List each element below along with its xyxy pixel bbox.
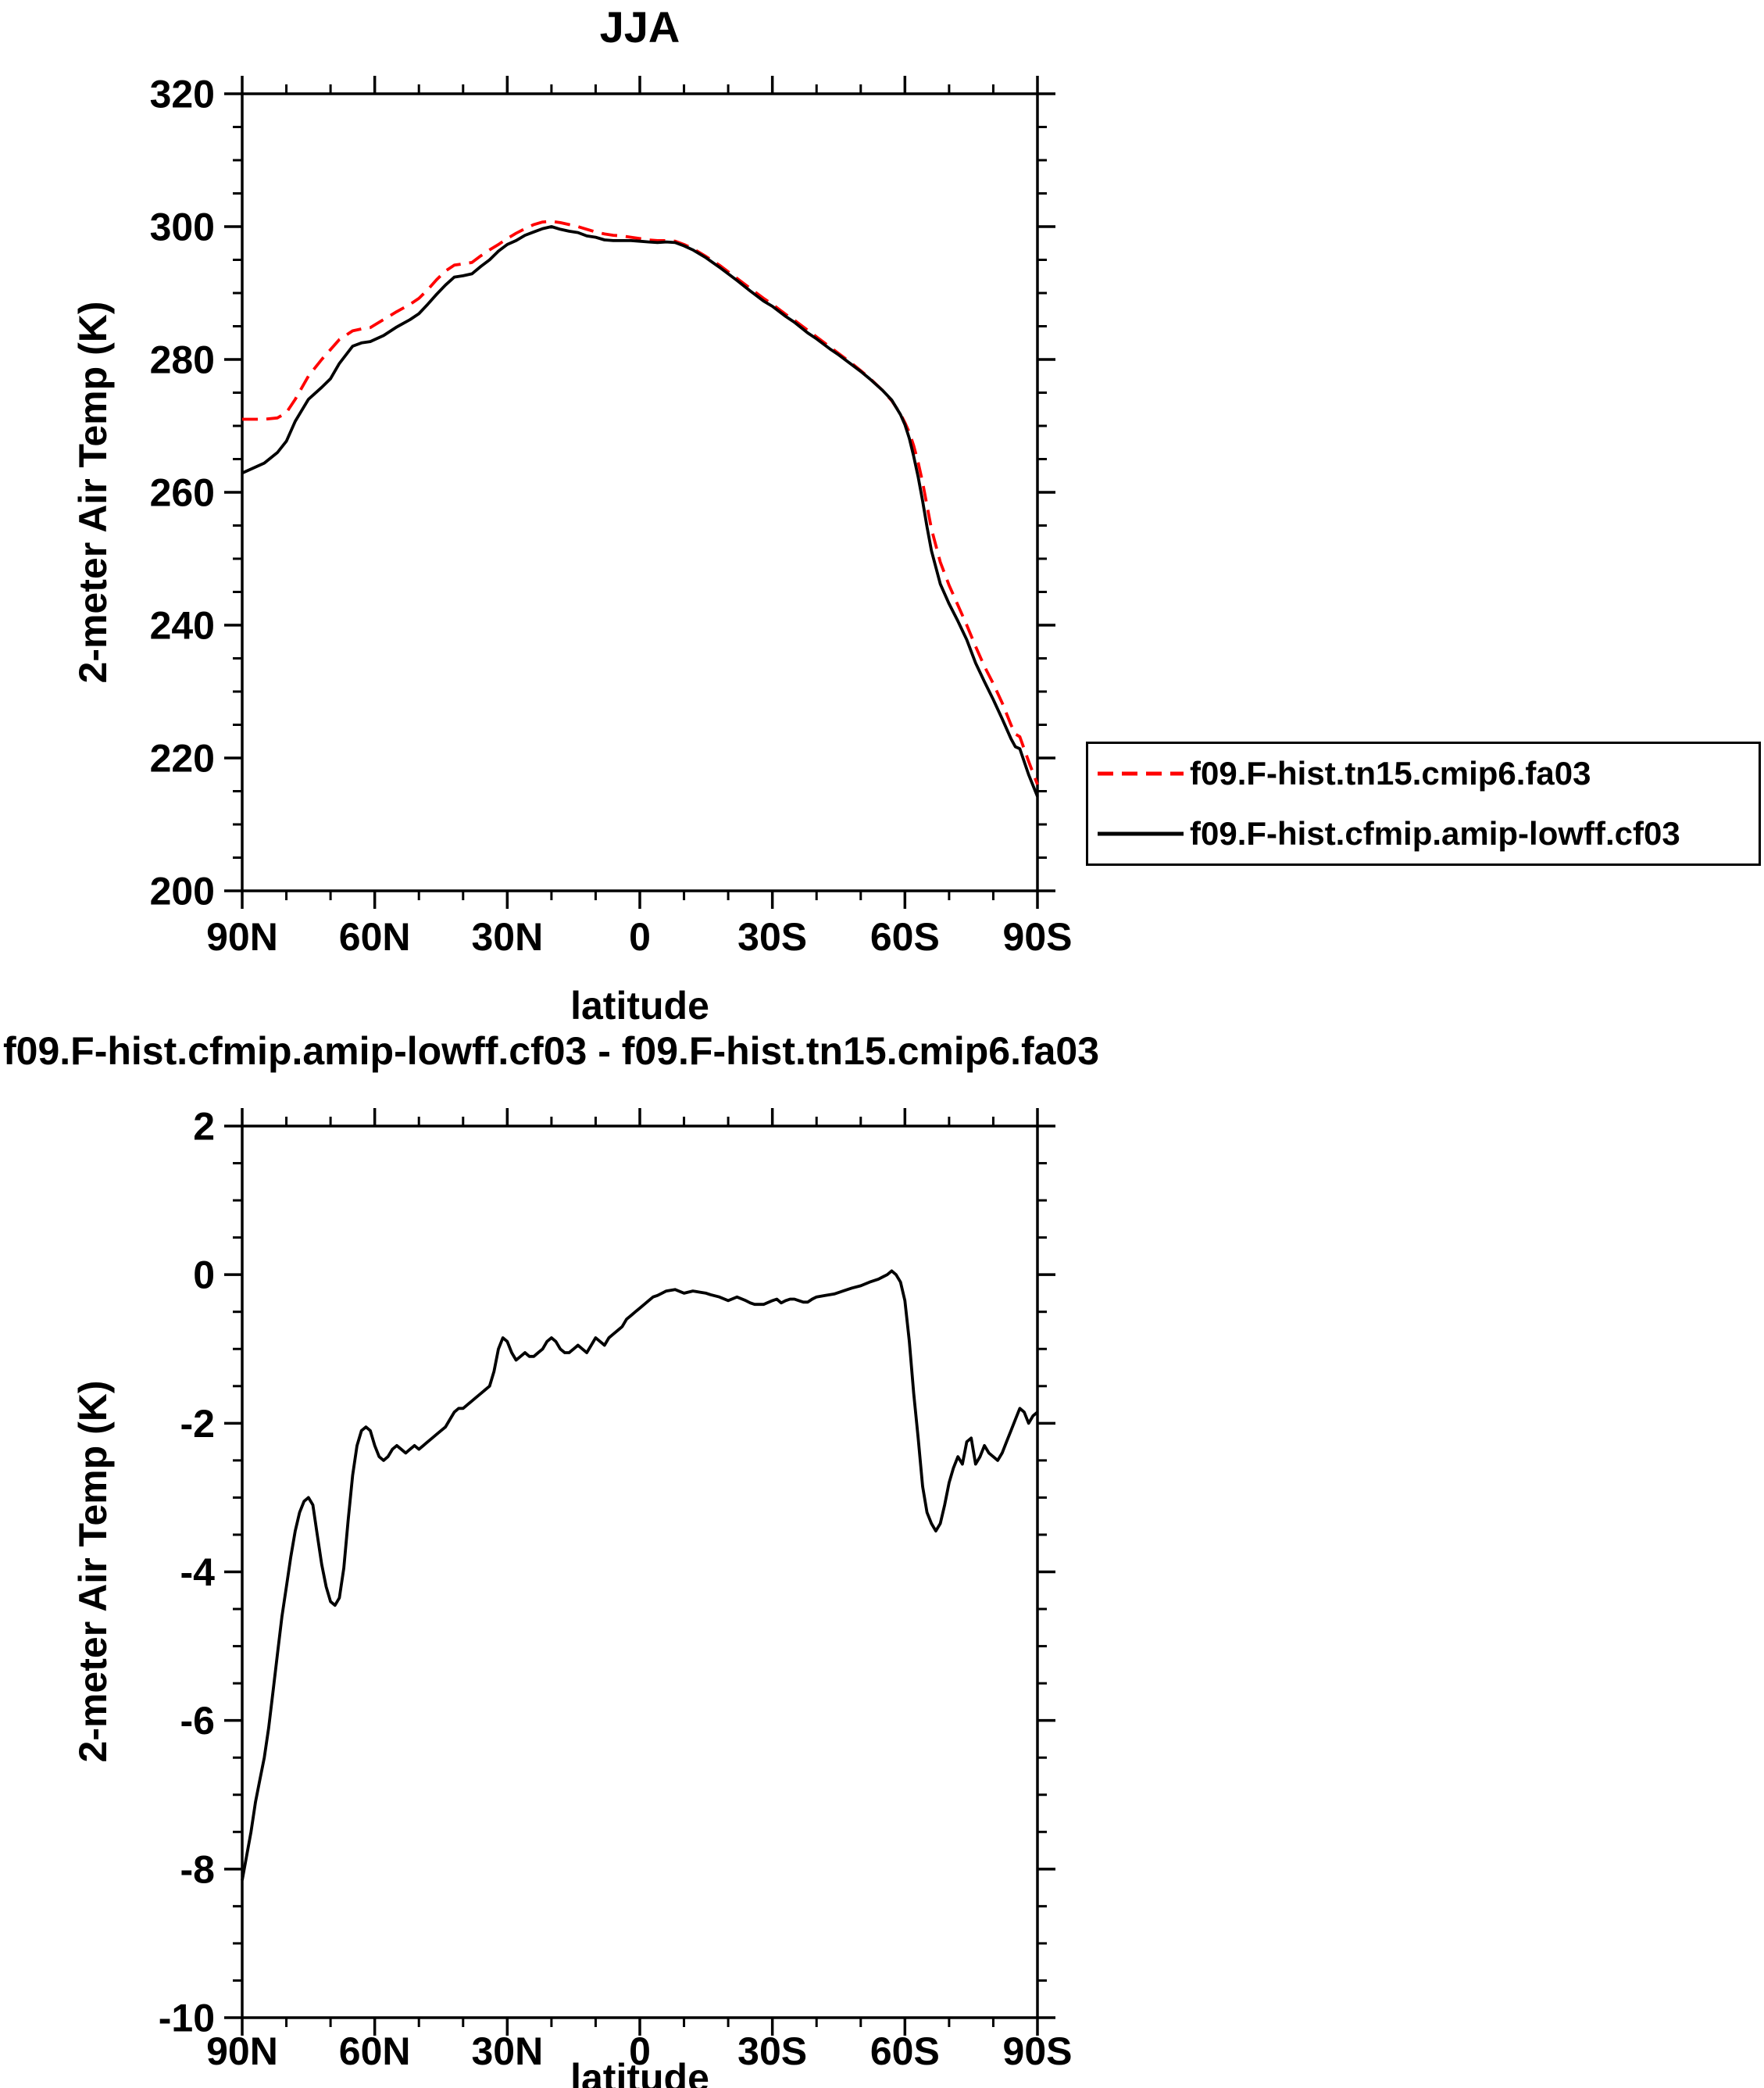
svg-text:240: 240 bbox=[150, 604, 215, 648]
svg-text:220: 220 bbox=[150, 737, 215, 781]
svg-text:280: 280 bbox=[150, 338, 215, 382]
svg-text:60N: 60N bbox=[339, 2029, 411, 2073]
svg-text:300: 300 bbox=[150, 206, 215, 249]
svg-text:0: 0 bbox=[193, 1253, 215, 1297]
legend-entry-tn15: f09.F-hist.tn15.cmip6.fa03 bbox=[1088, 744, 1759, 804]
svg-text:2: 2 bbox=[193, 1105, 215, 1149]
svg-text:320: 320 bbox=[150, 73, 215, 116]
svg-text:90S: 90S bbox=[1003, 2029, 1073, 2073]
bottom-chart-y-axis-title: 2-meter Air Temp (K) bbox=[71, 1380, 115, 1763]
svg-text:90N: 90N bbox=[206, 2029, 278, 2073]
bottom-chart-x-axis-title: latitude bbox=[570, 2056, 709, 2088]
bottom-chart-title: f09.F-hist.cfmip.amip-lowff.cf03 - f09.F… bbox=[3, 1029, 1100, 1073]
svg-text:-2: -2 bbox=[180, 1402, 215, 1446]
top-chart-x-axis-title: latitude bbox=[570, 984, 709, 1028]
top-chart-title: JJA bbox=[599, 2, 680, 52]
svg-text:30N: 30N bbox=[471, 915, 543, 959]
black-solid-line-sample-icon bbox=[1098, 831, 1184, 836]
legend-entry-cfmip: f09.F-hist.cfmip.amip-lowff.cf03 bbox=[1088, 804, 1759, 864]
svg-text:0: 0 bbox=[629, 2029, 651, 2073]
svg-text:90S: 90S bbox=[1003, 915, 1073, 959]
legend-label-cfmip: f09.F-hist.cfmip.amip-lowff.cf03 bbox=[1190, 814, 1680, 852]
svg-text:30S: 30S bbox=[737, 915, 807, 959]
svg-text:200: 200 bbox=[150, 870, 215, 914]
red-dashed-line-sample-icon bbox=[1098, 771, 1184, 776]
svg-text:-10: -10 bbox=[159, 1997, 215, 2040]
svg-text:60S: 60S bbox=[870, 915, 940, 959]
svg-text:60S: 60S bbox=[870, 2029, 940, 2073]
svg-text:0: 0 bbox=[629, 915, 651, 959]
svg-text:90N: 90N bbox=[206, 915, 278, 959]
top-chart-y-axis-title: 2-meter Air Temp (K) bbox=[71, 301, 115, 684]
svg-text:30S: 30S bbox=[737, 2029, 807, 2073]
svg-text:-6: -6 bbox=[180, 1699, 215, 1743]
legend-box: f09.F-hist.tn15.cmip6.fa03 f09.F-hist.cf… bbox=[1086, 742, 1761, 866]
svg-text:-4: -4 bbox=[180, 1550, 216, 1594]
svg-text:260: 260 bbox=[150, 471, 215, 515]
svg-text:-8: -8 bbox=[180, 1847, 215, 1891]
svg-text:30N: 30N bbox=[471, 2029, 543, 2073]
svg-text:60N: 60N bbox=[339, 915, 411, 959]
legend-label-tn15: f09.F-hist.tn15.cmip6.fa03 bbox=[1190, 755, 1591, 792]
